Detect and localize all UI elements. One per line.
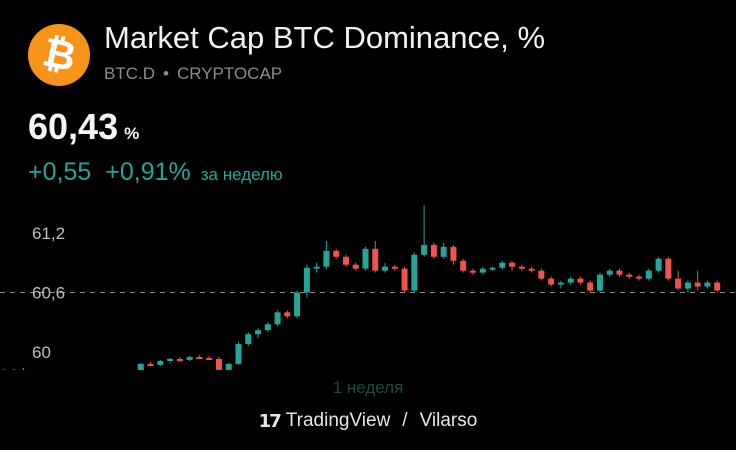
candle-body — [235, 344, 242, 364]
candle-body — [421, 244, 428, 255]
candle-body — [675, 278, 682, 289]
candle-body — [264, 324, 271, 331]
bitcoin-icon: ₿ — [28, 24, 90, 86]
timeframe-label: 1 неделя — [332, 378, 404, 397]
y-tick-label: 60 — [32, 343, 51, 362]
candle-body — [489, 267, 496, 270]
candle-body — [460, 260, 467, 271]
candle-body — [147, 363, 154, 366]
candle-body — [645, 270, 652, 279]
candle-body — [411, 254, 418, 291]
candle-body — [469, 270, 476, 273]
candle-body — [303, 267, 310, 293]
candle-body — [479, 268, 486, 273]
candle-body — [284, 312, 291, 317]
candle-body — [196, 356, 203, 359]
candle-body — [137, 363, 144, 370]
candle-body — [606, 270, 613, 275]
candle-body — [167, 358, 174, 361]
price-value: 60,43 — [28, 106, 119, 147]
candle-body — [528, 268, 535, 271]
change-percent: +0,91% — [105, 158, 191, 186]
candle-body — [587, 282, 594, 291]
author-name: Vilarso — [419, 410, 478, 431]
candle-body — [342, 256, 349, 265]
price-unit: % — [124, 124, 140, 143]
candle-body — [518, 266, 525, 269]
change-absolute: +0,55 — [28, 158, 92, 186]
candle-body — [636, 276, 643, 279]
brand-name: TradingView — [285, 410, 391, 431]
y-tick-label: 60,6 — [32, 284, 65, 303]
symbol-ticker: BTC.D — [104, 64, 155, 83]
candle-body — [626, 274, 633, 277]
candle-body — [401, 268, 408, 291]
candle-body — [372, 248, 379, 271]
candle-body — [362, 248, 369, 269]
candle-body — [215, 358, 222, 370]
candle-body — [176, 358, 183, 361]
candle-body — [694, 282, 701, 287]
footer-slash: / — [402, 410, 408, 431]
candle-body — [225, 363, 232, 370]
candle-body — [157, 360, 164, 365]
candle-body — [352, 264, 359, 269]
candle-body — [382, 266, 389, 271]
candle-body — [333, 250, 340, 257]
candle-body — [206, 357, 213, 360]
candle-body — [616, 270, 623, 275]
candles-group — [1, 205, 721, 370]
exchange-name: CRYPTOCAP — [176, 64, 283, 83]
candle-body — [323, 250, 330, 267]
candle-body — [704, 282, 711, 287]
candle-body — [313, 266, 320, 269]
candle-body — [450, 246, 457, 261]
symbol-subtitle: BTC.D • CRYPTOCAP — [104, 64, 282, 84]
price-chart[interactable]: 61,2 60,6 60 — [0, 195, 736, 370]
candle-body — [509, 262, 516, 267]
separator-dot: • — [163, 64, 169, 83]
candle-body — [596, 274, 603, 291]
tradingview-logo-icon: 17 — [258, 410, 282, 432]
candle-body — [577, 278, 584, 283]
candle-body — [684, 282, 691, 289]
candle-body — [274, 312, 281, 325]
candle-body — [538, 270, 545, 279]
price-display: 60,43% — [28, 106, 139, 148]
candle-body — [557, 282, 564, 285]
candle-body — [294, 292, 301, 317]
candle-body — [391, 266, 398, 269]
candle-body — [255, 330, 262, 335]
candle-body — [186, 356, 193, 360]
candle-body — [440, 246, 447, 257]
candle-body — [430, 244, 437, 257]
symbol-title: Market Cap BTC Dominance, % — [104, 20, 546, 55]
y-tick-label: 61,2 — [32, 224, 65, 243]
candle-body — [655, 258, 662, 271]
candle-body — [567, 278, 574, 283]
candle-body — [499, 262, 506, 268]
candle-body — [245, 334, 252, 345]
candle-body — [665, 258, 672, 279]
price-change: +0,55 +0,91% за неделю — [28, 158, 283, 187]
change-period: за неделю — [200, 165, 283, 184]
candle-body — [548, 278, 555, 285]
candle-body — [714, 282, 721, 291]
footer-branding: 17 TradingView / Vilarso — [0, 410, 736, 432]
